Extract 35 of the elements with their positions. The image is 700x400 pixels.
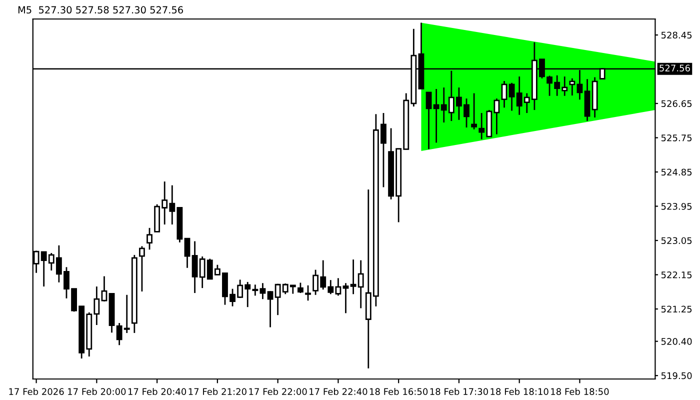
y-tick-label: 525.75: [661, 134, 692, 142]
candlestick: [342, 282, 349, 314]
x-tick-label: 18 Feb 17:30: [430, 388, 488, 396]
candlestick: [267, 290, 274, 328]
candlestick: [101, 276, 108, 302]
y-tick-label: 523.05: [661, 237, 692, 244]
candlestick: [146, 227, 152, 250]
x-tick-label: 17 Feb 21:20: [188, 388, 246, 396]
x-tick-label: 18 Feb 16:50: [370, 388, 428, 396]
y-tick-label: 528.45: [661, 32, 692, 39]
y-tick-label: 520.40: [661, 338, 692, 345]
candlestick: [184, 238, 190, 269]
x-tick-label: 17 Feb 22:40: [310, 388, 368, 396]
ref-line-label: 527.56: [660, 64, 690, 72]
x-tick-label: 17 Feb 2026: [9, 388, 64, 396]
x-tick-label: 18 Feb 18:10: [490, 388, 548, 396]
x-tick-label: 17 Feb 20:40: [128, 388, 186, 396]
candlestick: [569, 78, 576, 96]
x-tick-label: 17 Feb 20:00: [68, 388, 126, 396]
x-tick-label: 17 Feb 22:00: [249, 388, 307, 396]
y-tick-label: 521.25: [661, 306, 692, 313]
candlestick: [298, 282, 304, 294]
x-tick-label: 18 Feb 18:50: [551, 388, 609, 396]
candlestick: [426, 92, 432, 150]
chart-title: M5 527.30 527.58 527.30 527.56: [18, 6, 183, 14]
candlestick: [501, 80, 508, 108]
y-tick-label: 523.95: [661, 202, 692, 210]
y-tick-label: 526.65: [661, 100, 692, 108]
candlestick: [139, 245, 145, 292]
y-tick-label: 522.15: [661, 271, 692, 278]
candlestick: [260, 282, 266, 300]
candlestick: [471, 92, 478, 130]
y-tick-label: 524.85: [661, 168, 692, 176]
y-tick-label: 519.50: [661, 372, 692, 380]
candlestick: [305, 284, 311, 302]
